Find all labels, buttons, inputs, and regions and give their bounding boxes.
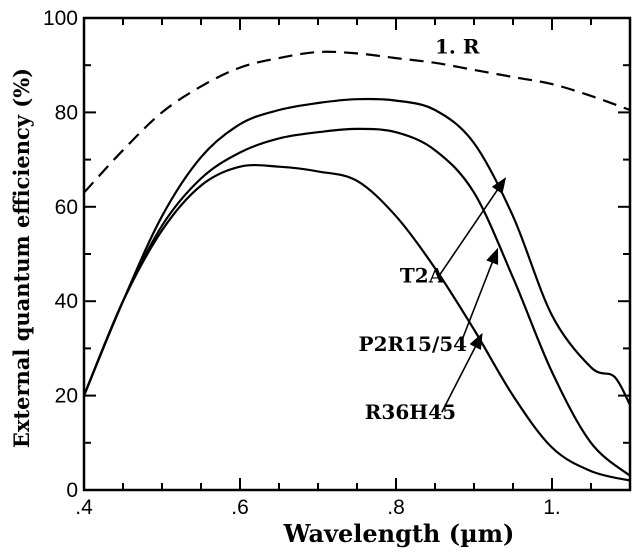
series-p2r15-54	[82, 127, 631, 477]
y-tick-label: 0	[66, 479, 78, 502]
x-tick-label: .8	[387, 496, 405, 519]
y-axis-title: External quantum efficiency (%)	[9, 68, 34, 448]
annotation-arrow	[438, 177, 507, 276]
series-t2a	[82, 97, 631, 406]
series-r36h45	[82, 163, 631, 482]
annotation-arrow	[441, 332, 483, 413]
label-p2r15-54: P2R15/54	[359, 332, 468, 356]
series-1-r-dashed	[83, 50, 631, 194]
annotation-arrow	[459, 247, 499, 345]
x-tick-label: .4	[75, 496, 93, 519]
y-tick-label: 20	[55, 385, 78, 408]
label-t2a: T2A	[400, 263, 445, 287]
plot-frame	[82, 16, 632, 492]
y-tick-label: 60	[55, 196, 78, 219]
x-axis-title: Wavelength (µm)	[283, 519, 515, 548]
label-r36h45: R36H45	[365, 400, 456, 424]
y-tick-label: 100	[43, 7, 78, 30]
y-tick-label: 40	[55, 290, 78, 313]
y-tick-label: 80	[55, 101, 78, 124]
x-tick-label: 1.	[543, 496, 561, 519]
label-1-r: 1. R	[435, 34, 480, 58]
x-tick-label: .6	[231, 496, 249, 519]
